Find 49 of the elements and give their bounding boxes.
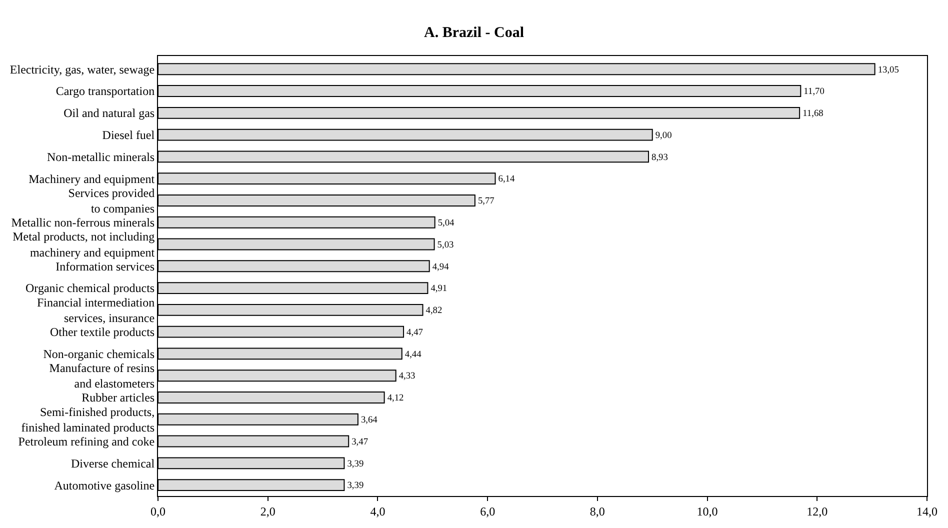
y-tick-label: Diesel fuel xyxy=(102,128,156,142)
y-tick-label: Metal products, not including machinery and equipment xyxy=(12,230,156,260)
chart-title: A. Brazil - Coal xyxy=(424,24,524,41)
y-tick-label: Financial intermediation services, insurance xyxy=(36,295,155,325)
x-tick-label: 14,0 xyxy=(916,504,938,518)
y-tick-label: Rubber articles xyxy=(82,390,155,405)
y-tick-label: Automotive gasoline xyxy=(54,478,155,492)
data-label: 3,39 xyxy=(347,459,364,470)
x-tick-label: 2,0 xyxy=(260,504,276,518)
y-tick-label: Petroleum refining and coke xyxy=(18,434,155,448)
x-tick-label: 12,0 xyxy=(806,504,828,518)
data-label: 5,03 xyxy=(437,240,454,250)
y-tick-label: Non-organic chemicals xyxy=(43,346,155,361)
y-tick-label: Manufacture of resins and elastometers xyxy=(49,361,155,391)
y-tick-label: Diverse chemical xyxy=(70,456,156,470)
data-label: 4,47 xyxy=(406,328,424,338)
y-tick-label: Electricity, gas, water, sewage xyxy=(10,62,155,76)
data-label: 9,00 xyxy=(655,130,672,141)
data-label: 4,94 xyxy=(432,262,450,272)
data-label: 11,68 xyxy=(802,109,824,120)
data-label: 4,44 xyxy=(404,350,422,360)
data-label: 4,12 xyxy=(387,394,404,404)
data-label: 13,05 xyxy=(878,65,900,76)
y-tick-label: Other textile products xyxy=(50,325,155,340)
data-label: 4,91 xyxy=(430,284,448,294)
data-label: 5,77 xyxy=(478,196,495,207)
y-tick-label: Semi-finished products, finished laminated products xyxy=(21,404,155,434)
y-tick-label: Oil and natural gas xyxy=(64,106,155,120)
x-tick-label: 6,0 xyxy=(480,504,496,518)
x-tick-label: 10,0 xyxy=(696,504,718,518)
data-label: 6,14 xyxy=(498,174,515,185)
data-label: 5,04 xyxy=(438,218,455,228)
y-tick-label: Machinery and equipment xyxy=(28,172,156,186)
x-tick-label: 8,0 xyxy=(590,504,605,518)
y-tick-label: Metallic non-ferrous minerals xyxy=(11,216,155,230)
data-label: 8,93 xyxy=(652,152,668,163)
data-label: 3,39 xyxy=(347,481,364,492)
data-label: 4,82 xyxy=(426,306,442,316)
y-tick-label: Cargo transportation xyxy=(56,84,155,98)
data-label: 3,47 xyxy=(352,437,368,448)
y-tick-label: Information services xyxy=(56,259,155,274)
y-tick-label: Non-metallic minerals xyxy=(46,150,155,164)
data-label: 4,33 xyxy=(398,372,416,382)
data-label: 11,70 xyxy=(804,87,825,98)
x-tick-label: 4,0 xyxy=(370,504,386,518)
data-label: 3,64 xyxy=(360,416,378,426)
x-tick-label: 0,0 xyxy=(150,504,166,518)
y-tick-label: Services provided to companies xyxy=(68,186,155,216)
y-tick-label: Organic chemical products xyxy=(26,281,155,296)
